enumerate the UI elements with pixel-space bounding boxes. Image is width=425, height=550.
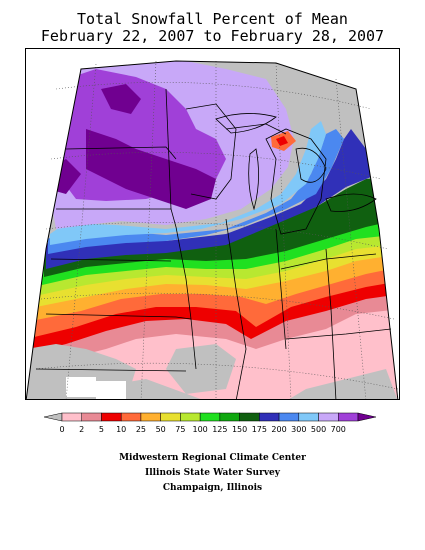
legend-swatch [239, 412, 260, 422]
legend-swatch [318, 412, 339, 422]
legend-label: 300 [291, 425, 307, 434]
legend-label: 700 [330, 425, 346, 434]
legend-label: 10 [116, 425, 127, 434]
legend-arrow-low [43, 412, 63, 422]
legend-swatch [180, 412, 201, 422]
legend-swatch [278, 412, 300, 422]
legend-label: 75 [175, 425, 186, 434]
legend-label: 125 [212, 425, 228, 434]
legend-swatch [160, 412, 181, 422]
map-date-range: February 22, 2007 to February 28, 2007 [40, 27, 385, 45]
snowfall-contours [26, 61, 398, 399]
legend-label: 50 [155, 425, 166, 434]
legend-label: 5 [98, 425, 104, 434]
legend-label: 0 [59, 425, 65, 434]
graticule [35, 60, 399, 399]
legend-arrow-high [357, 412, 377, 422]
state-boundaries [26, 60, 399, 399]
legend-label: 2 [79, 425, 85, 434]
legend-swatch [338, 412, 359, 422]
legend-swatch [199, 412, 221, 422]
legend-swatch [219, 412, 240, 422]
legend-swatch [81, 412, 102, 422]
credit-location: Champaign, Illinois [162, 483, 263, 493]
legend-swatch [259, 412, 280, 422]
legend-swatch [298, 412, 319, 422]
legend-label: 500 [310, 425, 327, 434]
snowfall-map-graphic [26, 49, 399, 399]
color-legend [43, 412, 377, 422]
legend-swatch [61, 412, 82, 422]
legend-swatch [101, 412, 122, 422]
credit-survey: Illinois State Water Survey [144, 468, 281, 478]
legend-label: 100 [192, 425, 208, 434]
legend-labels: 0 2 5 10 25 50 75 100 125 150 175 200 300 500 700 [40, 425, 380, 439]
legend-swatch [120, 412, 142, 422]
legend-label: 150 [231, 425, 248, 434]
legend-label: 25 [135, 425, 147, 434]
legend-label: 175 [251, 425, 267, 434]
snowfall-map [25, 48, 400, 400]
legend-swatch [140, 412, 161, 422]
map-title: Total Snowfall Percent of Mean [77, 10, 348, 28]
credit-center: Midwestern Regional Climate Center [119, 453, 306, 463]
legend-label: 200 [271, 425, 287, 434]
